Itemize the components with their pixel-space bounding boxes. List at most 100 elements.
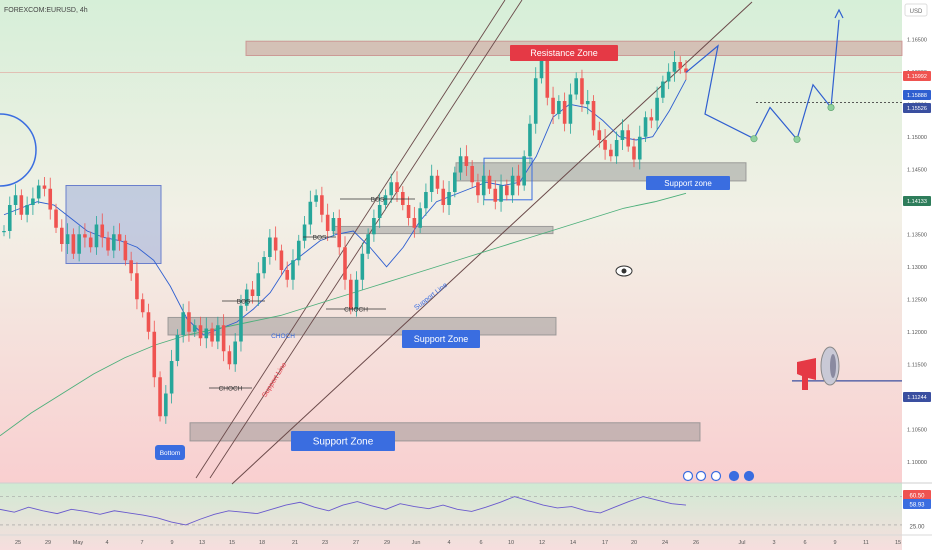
x-tick-label: 7 bbox=[140, 540, 143, 546]
candle-body bbox=[672, 62, 677, 72]
candle-body bbox=[140, 299, 145, 313]
support-zone-box-upper bbox=[332, 225, 554, 235]
candle-body bbox=[614, 140, 619, 157]
interval-text: 4h bbox=[80, 7, 88, 14]
candle-body bbox=[389, 182, 394, 196]
candle-body bbox=[458, 156, 463, 173]
candle-body bbox=[88, 237, 93, 248]
event-icons[interactable] bbox=[682, 470, 755, 482]
candle-body bbox=[574, 78, 578, 95]
support-zone-label-mid-box bbox=[402, 330, 480, 348]
flag-icon[interactable] bbox=[710, 470, 722, 482]
choch-label-2-text: CHOCH bbox=[344, 307, 368, 314]
candle-body bbox=[210, 328, 214, 342]
ma-fast-label-text: 1.15888 bbox=[907, 93, 927, 99]
candle-body bbox=[221, 325, 226, 352]
x-tick-label: 21 bbox=[292, 540, 298, 546]
x-tick-label: 20 bbox=[631, 540, 637, 546]
candle-body bbox=[551, 97, 555, 114]
x-tick-label: 11 bbox=[863, 540, 869, 546]
support-trendline bbox=[231, 1, 753, 485]
projection-point bbox=[827, 104, 835, 112]
candle-body bbox=[302, 224, 307, 241]
candle-body bbox=[499, 185, 503, 202]
candle-body bbox=[65, 234, 70, 244]
candle-body bbox=[273, 237, 278, 251]
resistance-zone-label-box bbox=[510, 45, 618, 61]
megaphone-icon[interactable] bbox=[797, 346, 840, 390]
candle-body bbox=[146, 312, 151, 332]
x-tick-label: 13 bbox=[199, 540, 205, 546]
x-tick-label: 3 bbox=[772, 540, 775, 546]
candle-body bbox=[54, 209, 58, 228]
candle-body bbox=[539, 58, 544, 79]
y-tick-label: 1.16500 bbox=[907, 37, 927, 43]
candle-body bbox=[609, 149, 613, 157]
highlight-circle bbox=[0, 113, 37, 187]
candle-body bbox=[25, 205, 29, 215]
candle-body bbox=[429, 175, 434, 192]
candle-body bbox=[48, 188, 53, 210]
candle-body bbox=[244, 289, 249, 306]
candle-body bbox=[476, 182, 480, 196]
x-tick-label: 4 bbox=[447, 540, 450, 546]
candle-body bbox=[603, 140, 607, 150]
candle-body bbox=[383, 195, 388, 205]
candle-body bbox=[77, 234, 81, 254]
last-price-label-text: 1.15992 bbox=[907, 74, 927, 80]
rsi-price-label-text: 25.00 bbox=[909, 525, 925, 531]
candle-body bbox=[216, 325, 220, 342]
candle-body bbox=[493, 188, 498, 202]
currency-box[interactable] bbox=[904, 3, 928, 17]
candle-body bbox=[279, 250, 284, 270]
candle-body bbox=[637, 136, 642, 160]
candle-body bbox=[31, 198, 35, 205]
candle-body bbox=[123, 240, 128, 261]
candle-body bbox=[250, 289, 255, 296]
candle-body bbox=[435, 175, 440, 189]
support-level-label-box bbox=[903, 392, 931, 402]
candle-body bbox=[643, 117, 648, 137]
candle-body bbox=[568, 94, 573, 124]
bottom-label-text: Bottom bbox=[160, 450, 181, 457]
candle-body bbox=[528, 123, 532, 157]
y-tick-label: 1.13000 bbox=[907, 265, 927, 271]
choch-label-3-text: CHOCH bbox=[271, 333, 295, 340]
candle-body bbox=[158, 377, 162, 417]
event-dot-icon[interactable] bbox=[743, 470, 755, 482]
trendline-channel-1 bbox=[195, 0, 506, 479]
x-tick-label: 12 bbox=[539, 540, 545, 546]
candle-body bbox=[204, 328, 209, 339]
y-tick-label: 1.11500 bbox=[907, 362, 926, 368]
candle-body bbox=[377, 205, 382, 218]
bos-label-3-text: BOS bbox=[371, 197, 385, 204]
candle-body bbox=[239, 305, 243, 342]
candle-body bbox=[181, 312, 185, 335]
support-zone-label-top-text: Support zone bbox=[664, 179, 712, 188]
candle-body bbox=[314, 195, 318, 202]
candle-body bbox=[400, 192, 405, 205]
candle-body bbox=[94, 224, 99, 248]
candle-body bbox=[533, 78, 538, 124]
candle-body bbox=[620, 130, 625, 140]
flag-icon[interactable] bbox=[682, 470, 694, 482]
candle-body bbox=[164, 393, 168, 417]
flag-icon[interactable] bbox=[695, 470, 707, 482]
candle-body bbox=[649, 117, 654, 121]
candle-body bbox=[135, 273, 139, 300]
event-dot-icon[interactable] bbox=[728, 470, 740, 482]
candle-body bbox=[632, 146, 636, 160]
ma-fast-line bbox=[3, 79, 687, 336]
candle-body bbox=[71, 234, 76, 254]
candle-body bbox=[36, 185, 41, 199]
candle-body bbox=[187, 312, 191, 332]
candle-body bbox=[331, 218, 336, 231]
resistance-zone-label-text: Resistance Zone bbox=[530, 48, 598, 58]
x-tick-label: 9 bbox=[170, 540, 173, 546]
eye-icon[interactable] bbox=[615, 265, 633, 277]
support-level-label-text: 1.11244 bbox=[907, 395, 926, 401]
candle-body bbox=[198, 325, 203, 339]
candle-body bbox=[117, 234, 122, 241]
candle-body bbox=[585, 101, 590, 105]
